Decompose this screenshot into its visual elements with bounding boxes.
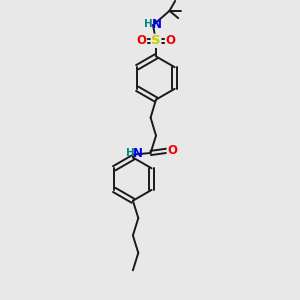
Text: O: O xyxy=(165,34,176,47)
Text: S: S xyxy=(151,34,161,47)
Text: O: O xyxy=(136,34,147,47)
Text: H: H xyxy=(125,148,134,158)
Text: N: N xyxy=(133,147,143,160)
Text: H: H xyxy=(144,19,153,29)
Text: O: O xyxy=(167,144,177,157)
Text: N: N xyxy=(152,17,162,31)
